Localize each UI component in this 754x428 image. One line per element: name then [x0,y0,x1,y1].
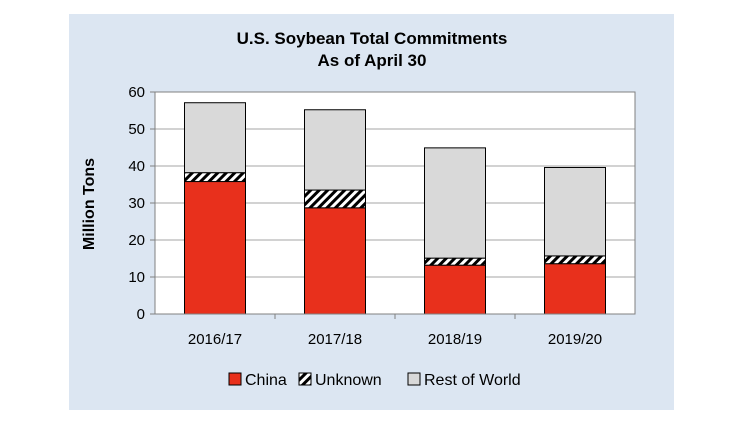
chart-subtitle: As of April 30 [318,51,427,70]
x-tick-label: 2018/19 [428,331,482,348]
bar-segment-china [544,263,606,315]
bar-segment-china [424,264,486,315]
x-tick-label: 2019/20 [548,331,602,348]
legend: China Unknown Rest of World [228,372,521,389]
bar-segment-china [184,181,246,315]
legend-label-china: China [245,372,287,389]
bar-segment-rest-of-world [544,166,606,257]
legend-swatch-rest-of-world [407,372,421,386]
chart-title: U.S. Soybean Total Commitments [237,29,508,48]
y-tick-label: 50 [128,121,145,138]
legend-label-rest-of-world: Rest of World [424,372,521,389]
bar-segment-china [304,207,366,315]
bar-segment-rest-of-world [424,147,486,259]
y-axis-label: Million Tons [81,158,98,250]
y-axis-ticks: 0 10 20 30 40 50 60 [128,84,155,323]
y-tick-label: 60 [128,84,145,101]
x-axis-ticks: 2016/17 2017/18 2018/19 2019/20 [188,314,602,348]
y-tick-label: 0 [137,306,145,323]
y-tick-label: 20 [128,232,145,249]
legend-label-unknown: Unknown [315,372,382,389]
bar-segment-unknown [304,189,366,209]
y-tick-label: 30 [128,195,145,212]
y-tick-label: 10 [128,269,145,286]
chart-svg: U.S. Soybean Total Commitments As of Apr… [81,29,636,389]
chart-panel: U.S. Soybean Total Commitments As of Apr… [69,14,674,410]
x-tick-label: 2017/18 [308,331,362,348]
bar-segment-unknown [424,257,486,266]
bars [184,102,606,315]
legend-swatch-china [228,372,242,386]
x-tick-label: 2016/17 [188,331,242,348]
bar-segment-unknown [544,255,606,265]
y-tick-label: 40 [128,158,145,175]
legend-swatch-unknown [298,372,312,386]
bar-segment-rest-of-world [184,102,246,174]
bar-segment-unknown [184,172,246,183]
plot-border [154,91,636,315]
bar-segment-rest-of-world [304,109,366,191]
